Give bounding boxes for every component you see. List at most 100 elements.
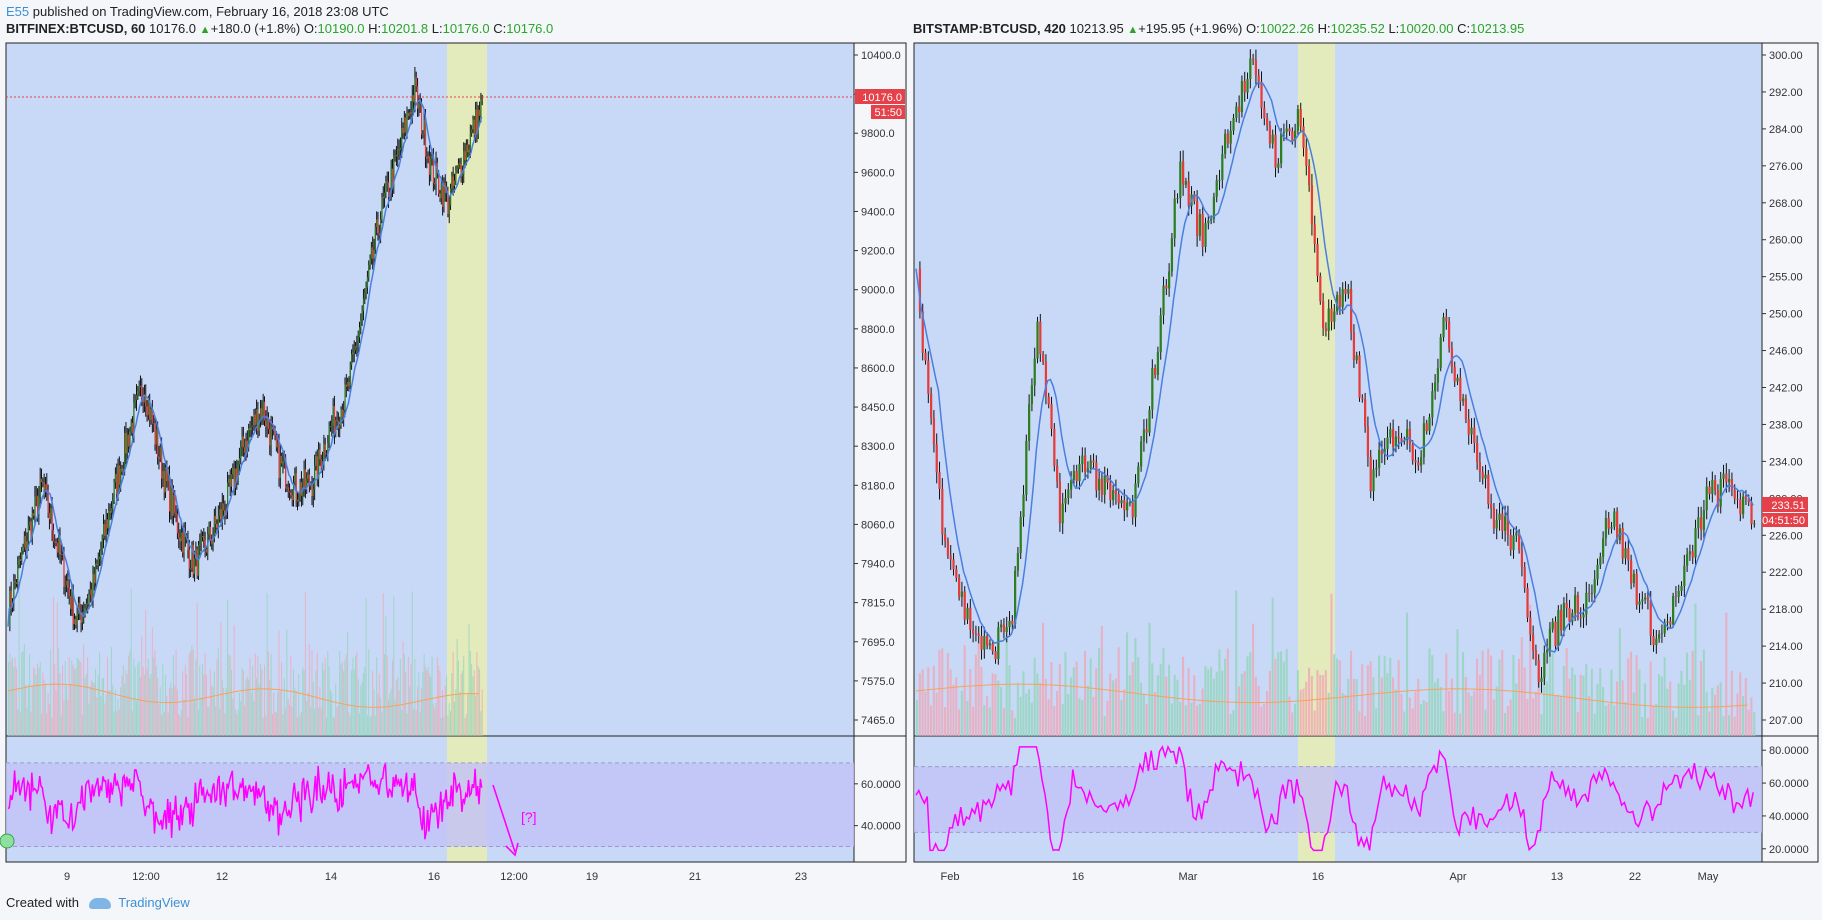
- tradingview-link[interactable]: TradingView: [118, 895, 190, 910]
- volume-bar: [1215, 671, 1218, 736]
- candle-body: [1204, 223, 1207, 247]
- candle-body: [333, 406, 336, 434]
- author-link[interactable]: E55: [6, 4, 30, 19]
- volume-ma-line-0: [7, 683, 480, 708]
- candle-body: [1725, 473, 1728, 483]
- candle-body: [55, 541, 57, 543]
- candle-body: [1660, 633, 1664, 635]
- volume-bar: [475, 695, 477, 736]
- candle-body: [370, 247, 373, 260]
- time-tick-label: Mar: [1179, 871, 1198, 883]
- volume-bar: [337, 705, 339, 736]
- volume-bar: [1383, 655, 1386, 736]
- volume-bar: [89, 685, 91, 736]
- candle-body: [103, 524, 105, 539]
- candle-body: [1518, 532, 1521, 551]
- candle-body: [1476, 442, 1479, 463]
- volume-bar: [253, 701, 255, 736]
- volume-bar: [453, 701, 455, 736]
- candle-body: [233, 468, 235, 488]
- volume-bar: [33, 667, 35, 736]
- candle-body: [319, 449, 321, 460]
- candle-body: [183, 531, 185, 553]
- candle-body: [463, 151, 465, 175]
- candle-body: [1470, 427, 1473, 435]
- candle-body: [254, 414, 256, 425]
- candle-body: [205, 549, 208, 553]
- volume-bar: [1140, 682, 1143, 736]
- volume-bar: [121, 675, 123, 736]
- candle-body: [1338, 294, 1342, 308]
- candle-body: [1112, 490, 1115, 501]
- candle-body: [938, 472, 941, 489]
- candle-body: [390, 168, 392, 192]
- candle-body: [1229, 130, 1232, 144]
- volume-bar: [1072, 667, 1075, 736]
- candle-body: [1411, 444, 1414, 461]
- volume-bar: [1159, 664, 1162, 736]
- volume-bar: [157, 678, 159, 736]
- candle-body: [1271, 134, 1274, 144]
- candle-body: [211, 540, 213, 544]
- volume-bar: [114, 689, 116, 736]
- volume-bar: [983, 704, 986, 736]
- volume-bar: [1123, 689, 1126, 736]
- volume-bar: [179, 716, 181, 736]
- volume-bar: [207, 706, 209, 736]
- candle-body: [290, 492, 292, 496]
- volume-bar: [382, 593, 384, 736]
- volume-bar: [258, 684, 260, 736]
- volume-bar: [116, 711, 118, 736]
- volume-bar: [434, 708, 436, 736]
- candle-body: [403, 117, 406, 134]
- candle-body: [1182, 161, 1185, 185]
- volume-bar: [68, 657, 70, 736]
- candle-body: [452, 176, 454, 186]
- volume-bar: [1030, 702, 1033, 736]
- volume-bar: [461, 670, 463, 736]
- volume-bar: [17, 709, 19, 736]
- volume-bar: [320, 707, 322, 736]
- indicator-toggle-icon[interactable]: [0, 833, 15, 849]
- volume-bar: [1168, 664, 1171, 736]
- volume-bar: [128, 655, 130, 736]
- time-tick-label: 13: [1551, 871, 1563, 883]
- candle-body: [386, 181, 388, 183]
- price-tick-label: 284.00: [1769, 124, 1803, 136]
- volume-bar: [1744, 677, 1747, 736]
- candle-body: [1196, 201, 1199, 236]
- volume-bar: [298, 674, 300, 736]
- candle-body: [348, 382, 350, 386]
- volume-bar: [1280, 651, 1283, 736]
- volume-bar: [1691, 650, 1694, 736]
- candle-body: [432, 156, 435, 184]
- volume-bar: [1644, 683, 1647, 736]
- candle-body: [216, 523, 218, 528]
- volume-bar: [35, 675, 37, 736]
- volume-bar: [1058, 663, 1061, 736]
- candle-body: [1254, 60, 1258, 76]
- candle-body: [220, 509, 222, 520]
- candle-body: [480, 99, 482, 116]
- volume-bar: [188, 654, 190, 736]
- candle-body: [279, 455, 282, 478]
- volume-bar: [361, 682, 363, 736]
- last-price-text: 233.51: [1771, 500, 1805, 512]
- candle-body: [1442, 317, 1445, 338]
- volume-bar: [290, 655, 292, 736]
- volume-bar: [308, 643, 310, 736]
- candle-body: [232, 468, 234, 475]
- candle-body: [81, 612, 84, 623]
- volume-bar: [468, 623, 470, 736]
- candle-body: [451, 176, 453, 189]
- created-with: Created with TradingView: [6, 895, 190, 910]
- candle-body: [1728, 478, 1731, 483]
- volume-bar: [1212, 678, 1215, 736]
- volume-bar: [1705, 691, 1708, 736]
- volume-bar: [1498, 659, 1501, 736]
- volume-bar: [1355, 679, 1358, 736]
- volume-bar: [1344, 694, 1347, 736]
- candle-body: [30, 521, 32, 539]
- volume-bar: [1005, 635, 1008, 736]
